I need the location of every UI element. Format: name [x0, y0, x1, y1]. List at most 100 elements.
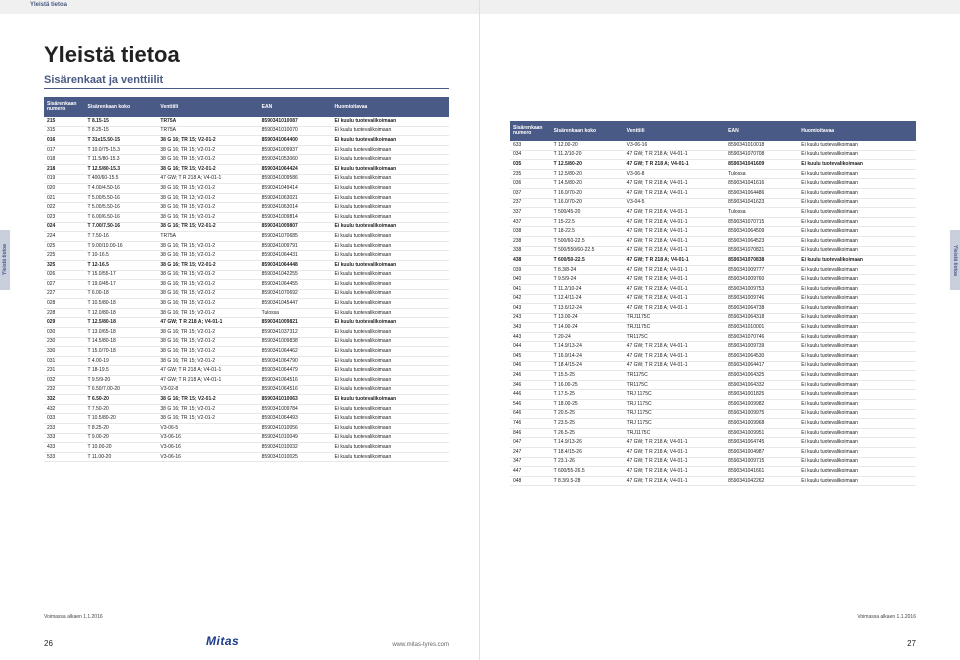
table-cell: 315 — [44, 126, 85, 136]
table-cell: 030 — [44, 328, 85, 338]
table-cell: Ei kuulu tuotevalikoimaan — [798, 428, 916, 438]
table-cell: 633 — [510, 141, 551, 150]
table-cell: Ei kuulu tuotevalikoimaan — [332, 308, 449, 318]
table-cell: 38 G 16; TR 15; V2-01-2 — [157, 337, 258, 347]
table-row: 432T 7.50-2038 G 16; TR 15; V2-01-285903… — [44, 404, 449, 414]
table-cell: 8590341064509 — [725, 227, 798, 237]
table-cell: 8590341009951 — [725, 428, 798, 438]
table-cell: Ei kuulu tuotevalikoimaan — [332, 126, 449, 136]
table-row: 018T 11.5/80-15.338 G 16; TR 15; V2-01-2… — [44, 155, 449, 165]
table-cell: T 18.00-25 — [551, 400, 624, 410]
table-cell: Ei kuulu tuotevalikoimaan — [332, 385, 449, 395]
table-body-left: 215T 8.15-15TR75A8590341010087Ei kuulu t… — [44, 117, 449, 462]
data-table-left: Sisärenkaan numero Sisärenkaan koko Vent… — [44, 97, 449, 462]
table-cell: 8590341010018 — [725, 141, 798, 150]
table-cell: T 15.0/55-17 — [85, 270, 158, 280]
table-cell: 38 G 16; TR 13; V2-01-2 — [157, 193, 258, 203]
table-cell: 017 — [44, 145, 85, 155]
table-row: 330T 15.0/70-1838 G 16; TR 15; V2-01-285… — [44, 347, 449, 357]
table-cell: Ei kuulu tuotevalikoimaan — [798, 342, 916, 352]
table-row: 233T 8.25-20V3-06-58590341010056Ei kuulu… — [44, 424, 449, 434]
col-numero: Sisärenkaan numero — [44, 97, 85, 117]
table-row: 024T 7.00/7.50-1638 G 16; TR 15; V2-01-2… — [44, 222, 449, 232]
table-cell: Ei kuulu tuotevalikoimaan — [798, 236, 916, 246]
table-cell: Ei kuulu tuotevalikoimaan — [332, 145, 449, 155]
table-cell: TRJ1175C — [624, 323, 726, 333]
table-row: 846T 26.5-25TRJ1175C8590341009951Ei kuul… — [510, 428, 916, 438]
table-cell: Ei kuulu tuotevalikoimaan — [332, 184, 449, 194]
footer-right: 27 — [480, 639, 960, 648]
table-cell: Ei kuulu tuotevalikoimaan — [332, 404, 449, 414]
table-row: 447T 600/55-26.547 GW; T R 218 A; V4-01-… — [510, 467, 916, 477]
table-cell: Ei kuulu tuotevalikoimaan — [798, 448, 916, 458]
table-cell: Ei kuulu tuotevalikoimaan — [332, 232, 449, 242]
table-cell: 8590341009838 — [259, 337, 332, 347]
table-cell: 47 GW; T R 218 A; V4-01-1 — [624, 294, 726, 304]
table-cell: 037 — [510, 188, 551, 198]
table-cell: T 12.0/80-18 — [85, 308, 158, 318]
table-cell: T 8.25-15 — [85, 126, 158, 136]
topbar: Yleistä tietoa — [0, 0, 479, 14]
table-cell: 041 — [510, 284, 551, 294]
table-cell: 38 G 16; TR 15; V2-01-2 — [157, 270, 258, 280]
table-row: 025T 9.00/10.00-1638 G 16; TR 15; V2-01-… — [44, 241, 449, 251]
table-cell: 346 — [510, 380, 551, 390]
table-row: 046T 18.4/15-2447 GW; T R 218 A; V4-01-1… — [510, 361, 916, 371]
table-row: 023T 6.00/6.50-1638 G 16; TR 15; V2-01-2… — [44, 212, 449, 222]
page-left: Yleistä tietoa Yleistä tietoa Yleistä ti… — [0, 0, 480, 660]
table-cell: T 14.5/80-20 — [551, 179, 624, 189]
table-row: 019T 400/60-15.547 GW; T R 218 A; V4-01-… — [44, 174, 449, 184]
table-cell: 8590341009760 — [725, 275, 798, 285]
table-cell: T 11.5/80-15.3 — [85, 155, 158, 165]
table-cell: T 8.3/8-24 — [551, 265, 624, 275]
table-row: 433T 10.00-20V3-06-168590341010032Ei kuu… — [44, 443, 449, 453]
table-row: 247T 18.4/15-2647 GW; T R 218 A; V4-01-1… — [510, 448, 916, 458]
table-cell: 8590341070746 — [725, 332, 798, 342]
table-cell: TR75A — [157, 126, 258, 136]
table-cell: 238 — [510, 236, 551, 246]
table-cell: 47 GW; T R 218 A; V4-01-1 — [624, 457, 726, 467]
table-cell: Ei kuulu tuotevalikoimaan — [332, 155, 449, 165]
table-cell: 38 G 16; TR 15; V2-01-2 — [157, 251, 258, 261]
table-cell: 227 — [44, 289, 85, 299]
table-cell: 8590341009753 — [725, 284, 798, 294]
table-cell: 38 G 16; TR 15; V2-01-2 — [157, 308, 258, 318]
table-cell: T 18-19.5 — [85, 366, 158, 376]
table-row: 043T 13.6/12-2447 GW; T R 218 A; V4-01-1… — [510, 304, 916, 314]
table-cell: T 19.0/45-17 — [85, 280, 158, 290]
table-cell: T 23.5-25 — [551, 419, 624, 429]
table-cell: 047 — [510, 438, 551, 448]
table-row: 437T 15-22.547 GW; T R 218 A; V4-01-1859… — [510, 217, 916, 227]
table-cell: Ei kuulu tuotevalikoimaan — [798, 150, 916, 160]
table-row: 042T 12.4/11-2447 GW; T R 218 A; V4-01-1… — [510, 294, 916, 304]
table-cell: 8590341070685 — [259, 232, 332, 242]
table-cell: 040 — [510, 275, 551, 285]
table-cell: 330 — [44, 347, 85, 357]
table-cell: Ei kuulu tuotevalikoimaan — [798, 294, 916, 304]
table-cell: T 11.00-20 — [85, 452, 158, 462]
table-row: 230T 14.5/80-1838 G 16; TR 15; V2-01-285… — [44, 337, 449, 347]
table-cell: T 11.2/10-20 — [551, 150, 624, 160]
table-row: 029T 12.5/80-1847 GW; T R 218 A; V4-01-1… — [44, 318, 449, 328]
table-cell: TRJ1175C — [624, 428, 726, 438]
table-cell: 016 — [44, 136, 85, 146]
table-cell: 333 — [44, 433, 85, 443]
table-cell: Ei kuulu tuotevalikoimaan — [798, 304, 916, 314]
table-cell: T 15.0/70-18 — [85, 347, 158, 357]
validity-right: Voimassa alkaen 1.1.2016 — [857, 614, 916, 620]
table-cell: 034 — [510, 150, 551, 160]
table-cell: 343 — [510, 323, 551, 333]
page-right-content: Sisärenkaan numero Sisärenkaan koko Vent… — [480, 14, 960, 486]
table-cell: Ei kuulu tuotevalikoimaan — [332, 193, 449, 203]
table-cell: 8590341064400 — [259, 136, 332, 146]
col-huomio: Huomioitavaa — [332, 97, 449, 117]
table-cell: T 16.0/70-20 — [551, 188, 624, 198]
side-tab-right: Yleistä tietoa — [950, 230, 960, 290]
table-cell: 38 G 16; TR 15; V2-01-2 — [157, 299, 258, 309]
table-cell: Ei kuulu tuotevalikoimaan — [798, 313, 916, 323]
table-cell: Ei kuulu tuotevalikoimaan — [798, 438, 916, 448]
table-cell: 8590341041609 — [725, 160, 798, 170]
table-cell: T 9.5/9-20 — [85, 376, 158, 386]
table-cell: T 15-22.5 — [551, 217, 624, 227]
table-cell: T 500/45-20 — [551, 208, 624, 218]
